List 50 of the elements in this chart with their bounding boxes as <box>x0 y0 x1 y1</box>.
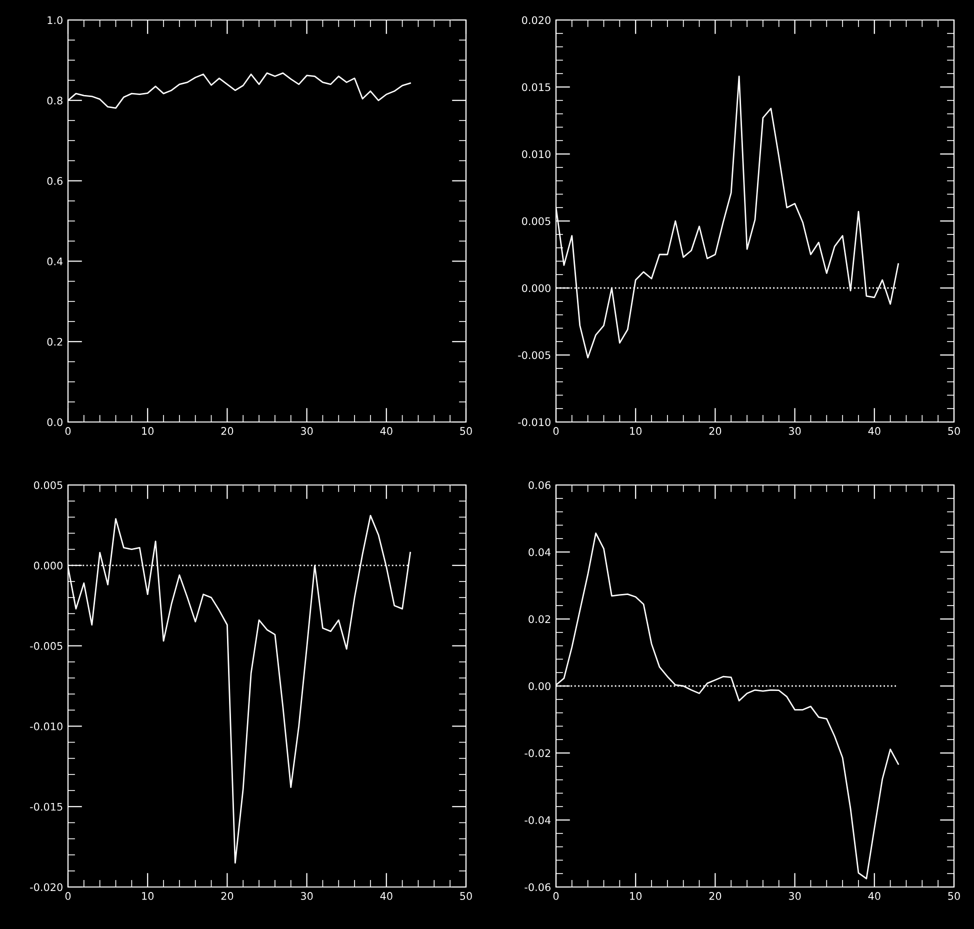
y-tick-label: 0.02 <box>528 615 550 624</box>
x-tick-label: 40 <box>868 427 880 435</box>
x-tick-label: 10 <box>630 892 642 900</box>
y-tick-label: 0.010 <box>522 150 550 158</box>
y-tick-label: -0.02 <box>524 749 550 758</box>
x-tick-label: 40 <box>868 892 880 900</box>
x-tick-label: 40 <box>380 427 392 435</box>
x-tick-label: 30 <box>788 892 801 900</box>
y-tick-label: 1.0 <box>48 16 62 24</box>
x-tick-label: 10 <box>630 427 642 435</box>
x-tick-label: 50 <box>948 427 960 435</box>
y-tick-label: 0.020 <box>522 16 550 24</box>
y-tick-label: 0.000 <box>522 284 550 292</box>
x-tick-label: 50 <box>948 892 960 900</box>
x-tick-label: 0 <box>65 427 71 435</box>
y-tick-label: 0.4 <box>47 257 63 266</box>
y-tick-label: 0.8 <box>47 96 62 105</box>
x-tick-label: 40 <box>380 892 392 900</box>
x-tick-label: 30 <box>300 427 313 435</box>
x-tick-label: 20 <box>221 427 234 435</box>
x-tick-label: 20 <box>221 892 234 900</box>
y-tick-label: -0.04 <box>524 816 551 824</box>
x-tick-label: 0 <box>553 892 559 900</box>
x-tick-label: 30 <box>788 427 801 435</box>
y-tick-label: 0.06 <box>528 481 550 490</box>
y-tick-label: -0.005 <box>30 642 62 650</box>
y-tick-label: -0.06 <box>524 883 550 892</box>
x-tick-label: 0 <box>65 892 71 900</box>
x-tick-label: 20 <box>709 892 722 900</box>
x-tick-label: 50 <box>460 892 472 900</box>
y-tick-label: 0.04 <box>528 548 551 556</box>
y-tick-label: 0.000 <box>34 562 62 570</box>
y-tick-label: 0.015 <box>522 83 550 92</box>
y-tick-label: 0.2 <box>47 338 62 346</box>
y-tick-label: -0.010 <box>30 722 62 730</box>
x-tick-label: 0 <box>553 427 559 435</box>
y-tick-label: 0.005 <box>522 217 550 226</box>
y-tick-label: -0.005 <box>518 351 550 360</box>
x-tick-label: 10 <box>142 427 154 435</box>
x-tick-label: 10 <box>142 892 154 900</box>
y-tick-label: 0.00 <box>528 682 550 690</box>
y-tick-label: 0.0 <box>47 418 62 426</box>
y-tick-label: 0.6 <box>47 177 62 185</box>
y-tick-label: -0.015 <box>30 802 62 811</box>
y-tick-label: -0.020 <box>30 883 62 892</box>
x-tick-label: 50 <box>460 427 472 435</box>
x-tick-label: 20 <box>709 427 722 435</box>
y-tick-label: 0.005 <box>34 481 62 490</box>
y-tick-label: -0.010 <box>518 418 550 426</box>
x-tick-label: 30 <box>300 892 313 900</box>
